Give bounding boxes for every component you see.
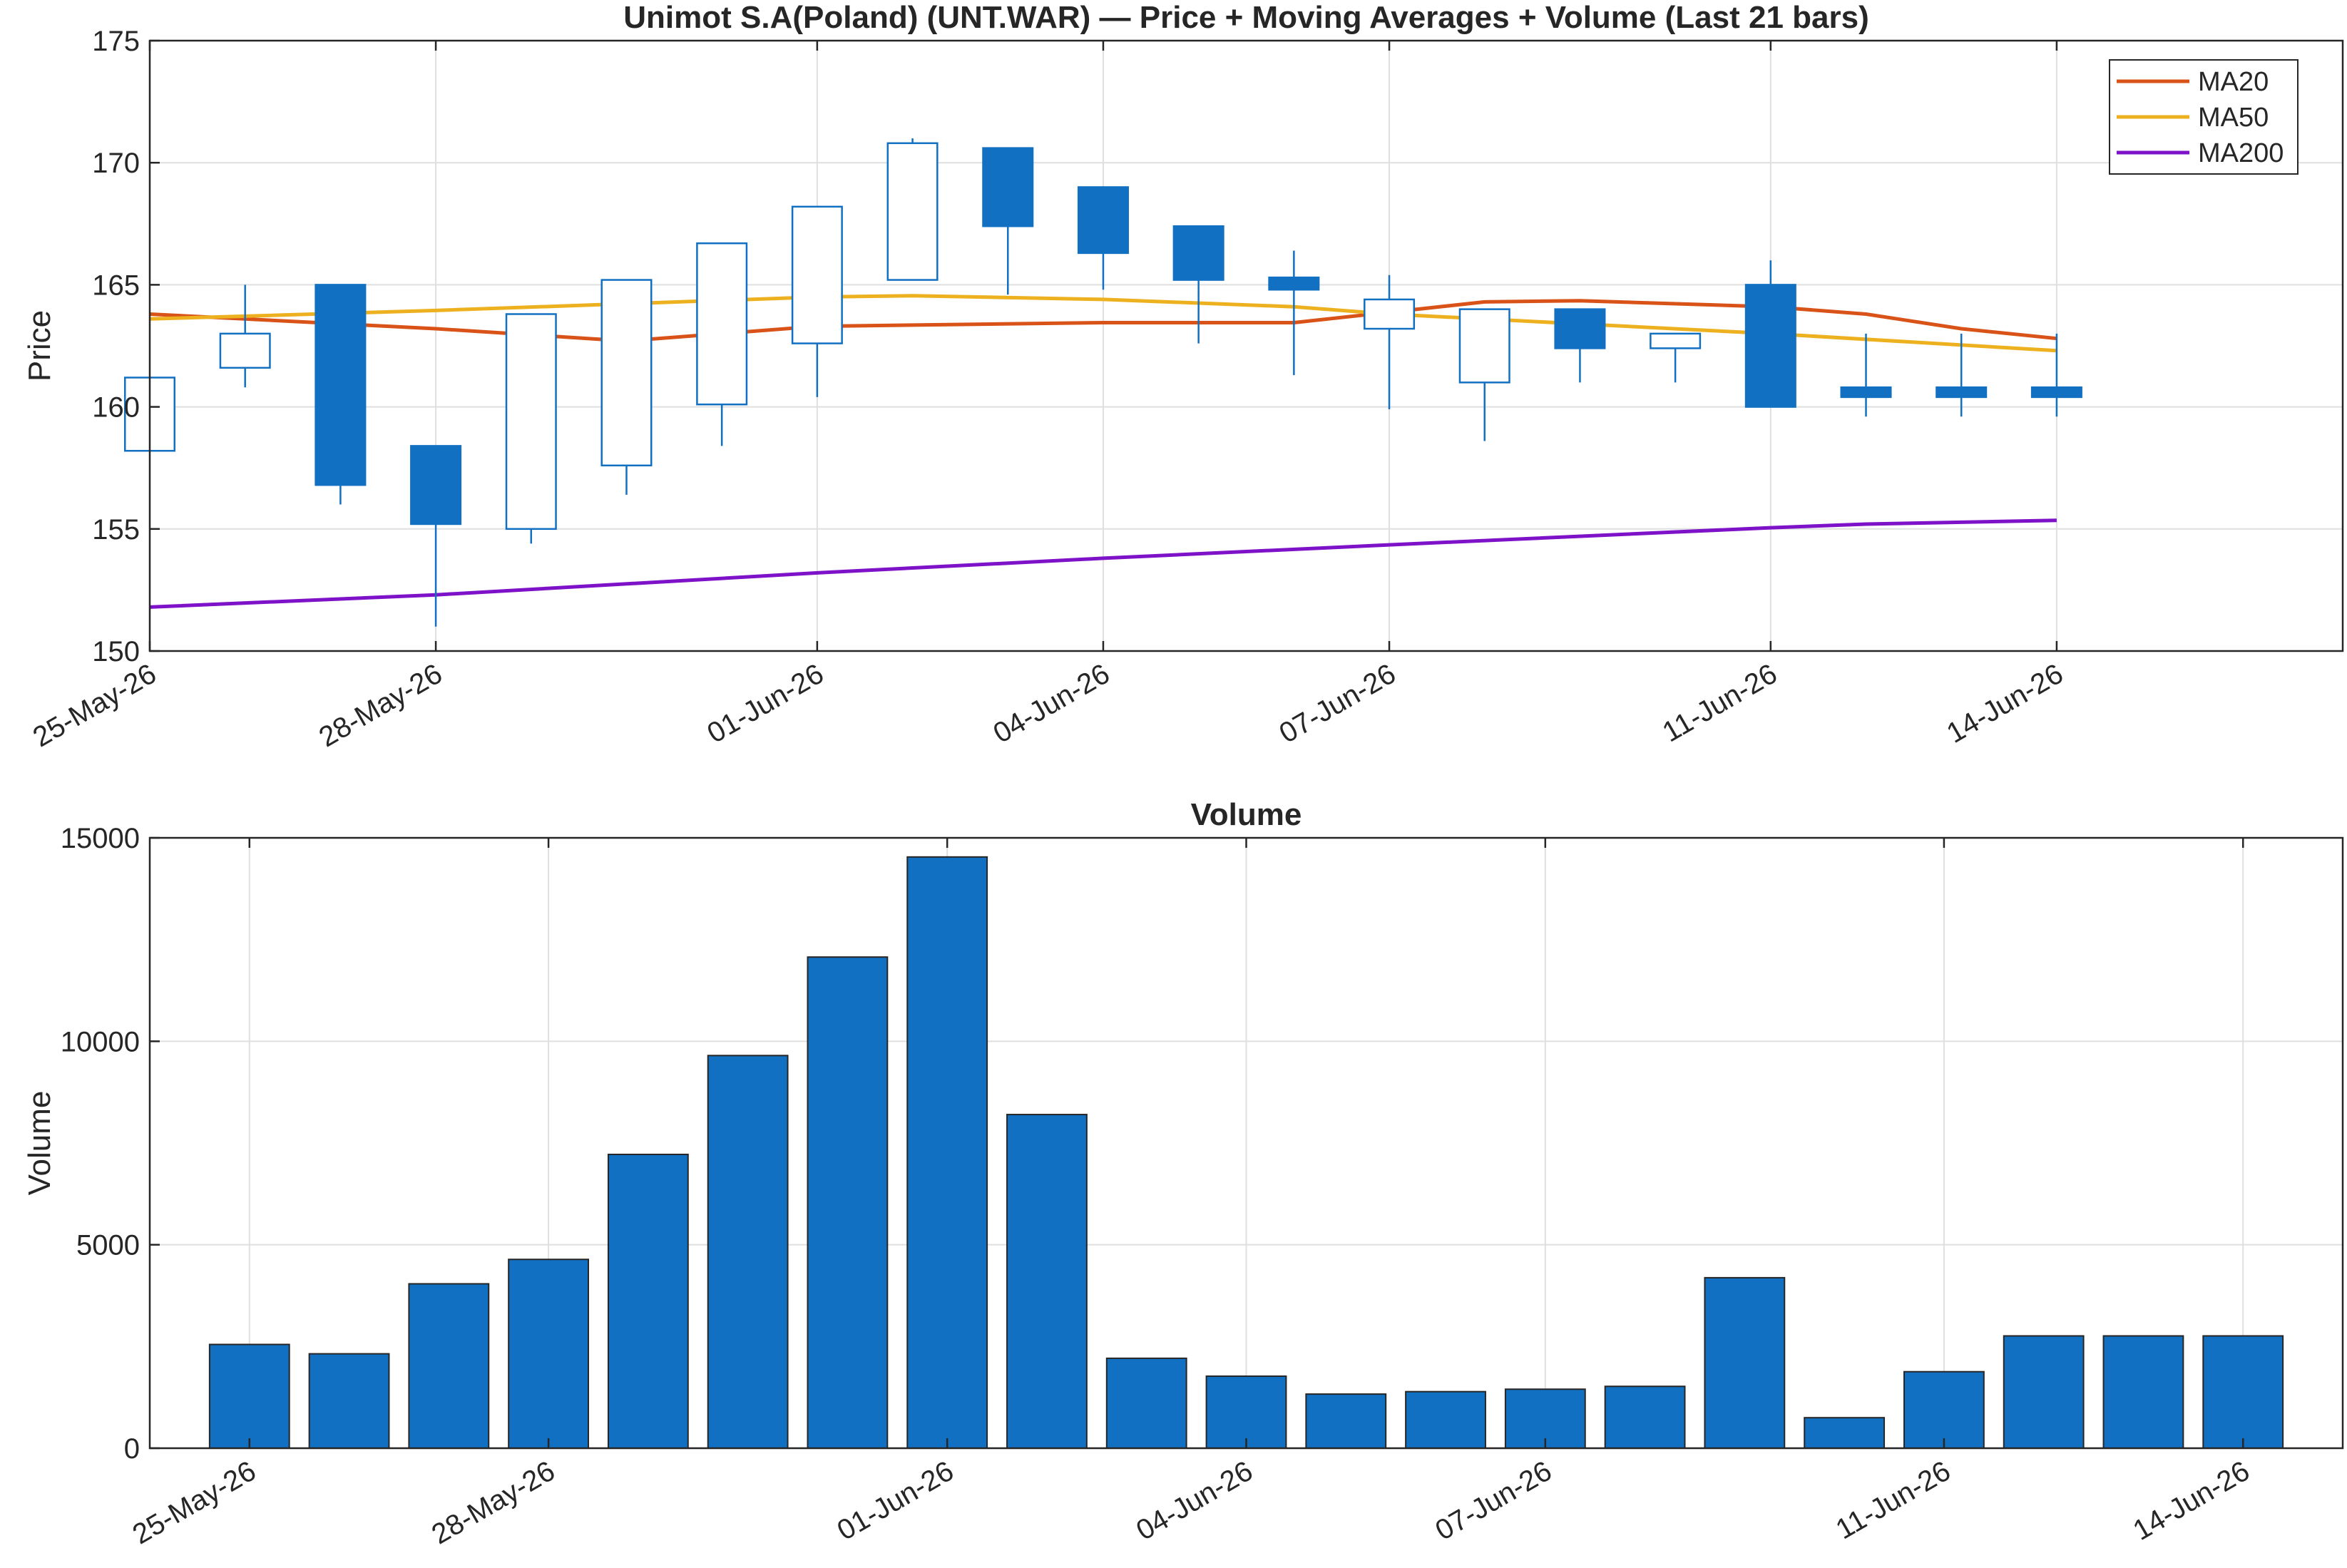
price-y-tick-label: 175 [92,26,140,57]
price-candles [123,138,2082,627]
price-y-axis-label: Price [22,310,57,381]
candle-body-up [791,205,843,344]
volume-bar [208,1343,290,1449]
candle-body-down [2030,386,2082,399]
volume-bar [707,1055,789,1449]
volume-chart-title: Volume [1191,797,1302,832]
price-y-tick-label: 155 [92,514,140,545]
volume-bar [2102,1335,2184,1449]
price-y-tick-label: 170 [92,148,140,179]
volume-bar [1704,1276,1786,1449]
volume-y-tick-label: 0 [124,1433,140,1465]
candle-body-up [1650,332,1702,349]
volume-bar [607,1153,689,1449]
price-y-tick-label: 160 [92,392,140,424]
volume-bar [1604,1385,1686,1449]
volume-bar [807,956,889,1449]
candle-body-down [1172,225,1224,281]
volume-bar [1804,1417,1886,1449]
volume-bar [1006,1114,1088,1449]
price-y-tick-label: 150 [92,636,140,667]
legend-label-ma50: MA50 [2198,103,2269,133]
candle-body-up [600,279,653,467]
candle-body-down [1077,186,1129,255]
volume-y-tick-label: 10000 [61,1026,140,1057]
volume-bars [208,856,2284,1450]
candle-body-up [1458,308,1510,384]
volume-bar [2003,1335,2085,1449]
volume-bar [1105,1357,1187,1450]
price-axes-frame [148,39,2344,652]
volume-bar [1903,1370,1985,1450]
candle-body-down [1268,276,1320,291]
candle-body-up [219,332,271,369]
volume-y-axis-label: Volume [22,1091,57,1196]
volume-bar [1205,1375,1287,1449]
volume-y-tick-label: 15000 [61,823,140,854]
candle-body-down [410,445,462,526]
candle-body-down [1936,386,1988,399]
legend-label-ma200: MA200 [2198,138,2284,168]
candle-body-up [1364,298,1416,330]
ma-line-ma200 [149,518,2057,609]
candle-body-up [505,313,557,531]
volume-bar [508,1259,590,1450]
volume-bar [308,1353,390,1450]
candle-body-down [1744,284,1796,408]
candle-body-down [982,147,1034,227]
candle-body-up [886,142,939,281]
volume-y-ticks: 0 5000 10000 15000 [61,823,160,1465]
volume-bar [1405,1390,1486,1450]
volume-bar [1305,1393,1387,1449]
price-legend: MA20 MA50 MA200 [2109,59,2299,175]
candle-body-up [696,242,748,406]
legend-label-ma20: MA20 [2198,67,2269,97]
price-y-ticks: 150 155 160 165 170 175 [92,26,160,667]
price-y-tick-label: 165 [92,270,140,301]
candle-body-down [1840,386,1892,399]
price-chart-title: Unimot S.A(Poland) (UNT.WAR) — Price + M… [623,0,1868,35]
volume-bar [2202,1335,2284,1449]
volume-bar [408,1283,490,1450]
candle-body-down [1554,308,1606,349]
volume-bar [906,856,988,1449]
volume-y-tick-label: 5000 [76,1230,140,1261]
candle-body-down [315,284,367,486]
